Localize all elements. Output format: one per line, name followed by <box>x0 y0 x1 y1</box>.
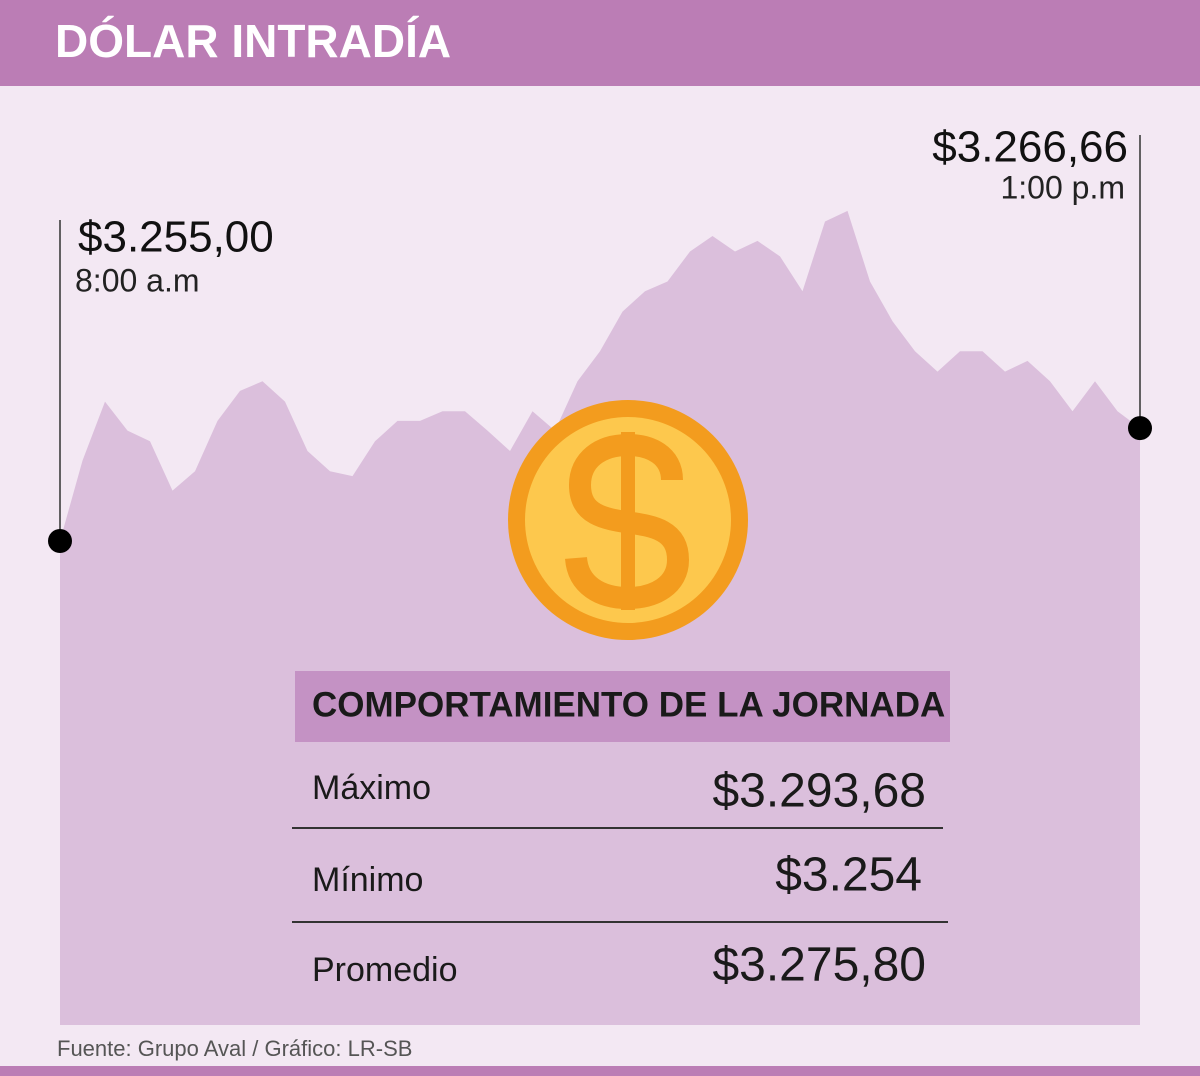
start-value-label: $3.255,00 <box>78 213 274 262</box>
end-dot <box>1128 416 1152 441</box>
row-value: $3.293,68 <box>712 765 926 818</box>
header-bar <box>0 0 1200 86</box>
end-value-label: $3.266,66 <box>932 123 1128 172</box>
chart-title: DÓLAR INTRADÍA <box>55 15 451 67</box>
table-header-bg <box>295 671 950 742</box>
row-value: $3.275,80 <box>712 939 926 992</box>
source: Fuente: Grupo Aval / Gráfico: LR-SB <box>57 1036 412 1061</box>
row-label: Mínimo <box>312 861 423 899</box>
end-time-label: 1:00 p.m <box>1000 169 1125 205</box>
coin-icon <box>508 400 748 640</box>
footer-bar <box>0 1066 1200 1076</box>
row-label: Promedio <box>312 951 458 989</box>
table-header: COMPORTAMIENTO DE LA JORNADA <box>312 685 945 724</box>
start-time-label: 8:00 a.m <box>75 262 200 298</box>
row-value: $3.254 <box>775 849 922 902</box>
start-dot <box>48 528 72 553</box>
row-label: Máximo <box>312 769 431 807</box>
